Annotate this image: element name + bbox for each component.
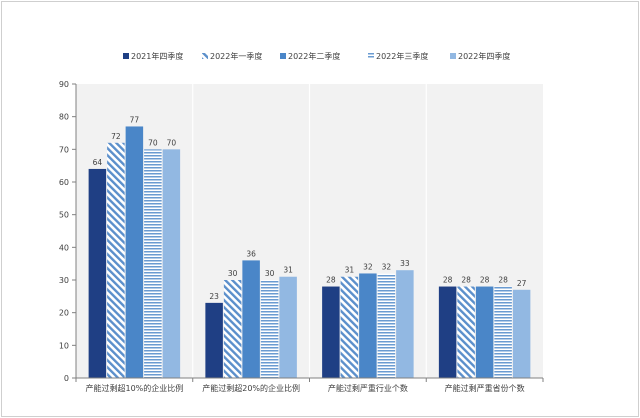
data-label: 28 <box>326 276 336 285</box>
category-separators <box>192 84 427 378</box>
bar <box>162 149 181 378</box>
y-tick-label: 40 <box>59 243 69 252</box>
bar <box>457 286 475 378</box>
data-label: 23 <box>209 292 219 301</box>
legend-swatch <box>202 53 208 59</box>
bar <box>144 149 162 378</box>
x-axis: 产能过剩超10%的企业比例 产能过剩超20%的企业比例 产能过剩严重行业个数 产能过剩… <box>75 377 544 393</box>
data-label: 32 <box>382 262 392 271</box>
bar <box>279 276 297 378</box>
legend-swatch <box>368 53 374 59</box>
bar <box>242 260 260 378</box>
legend-label: 2022年二季度 <box>288 51 340 61</box>
legend-label: 2022年一季度 <box>210 51 262 61</box>
y-tick-label: 60 <box>59 178 69 187</box>
bar <box>377 273 396 378</box>
bar <box>260 280 279 378</box>
data-label: 72 <box>111 132 121 141</box>
x-category-label: 产能过剩严重行业个数 <box>328 383 408 393</box>
bar-series <box>88 126 531 378</box>
bar <box>475 286 494 378</box>
bar <box>125 126 144 378</box>
x-category-label: 产能过剩超10%的企业比例 <box>85 383 183 393</box>
data-label: 28 <box>461 276 471 285</box>
data-label: 77 <box>130 115 140 124</box>
data-label: 36 <box>246 249 256 258</box>
data-label: 30 <box>265 269 275 278</box>
bar <box>438 286 457 378</box>
bar <box>223 280 242 378</box>
legend-label: 2021年四季度 <box>131 51 183 61</box>
bar <box>359 273 377 378</box>
legend-swatch <box>123 53 129 59</box>
y-tick-label: 20 <box>59 309 69 318</box>
data-label: 28 <box>480 276 490 285</box>
data-label: 70 <box>148 138 158 147</box>
data-label: 31 <box>345 266 355 275</box>
bar <box>494 286 512 378</box>
bar <box>88 168 107 378</box>
y-tick-label: 0 <box>64 374 69 383</box>
data-label: 30 <box>228 269 238 278</box>
bar <box>396 270 414 378</box>
data-labels: 64 72 77 70 70 23 30 36 30 31 28 31 32 32 33 28 28 28 28 27 <box>93 115 527 300</box>
bar <box>340 276 359 378</box>
x-category-label: 产能过剩严重省份个数 <box>445 383 525 393</box>
data-label: 33 <box>400 259 410 268</box>
y-tick-label: 30 <box>59 276 69 285</box>
data-label: 32 <box>363 262 373 271</box>
y-tick-label: 70 <box>59 145 69 154</box>
data-label: 28 <box>498 276 508 285</box>
data-label: 64 <box>93 158 103 167</box>
legend-label: 2022年四季度 <box>458 51 510 61</box>
data-label: 70 <box>167 138 177 147</box>
bar <box>512 289 531 378</box>
bar <box>322 286 340 378</box>
data-label: 28 <box>443 276 453 285</box>
bar <box>205 302 223 378</box>
chart-legend: 2021年四季度 2022年一季度 2022年二季度 2022年三季度 2022年四季度 <box>123 51 510 61</box>
bar <box>107 142 125 378</box>
y-tick-label: 80 <box>59 113 69 122</box>
y-tick-label: 90 <box>59 80 69 89</box>
legend-label: 2022年三季度 <box>376 51 428 61</box>
y-tick-label: 10 <box>59 341 69 350</box>
legend-swatch <box>280 53 286 59</box>
y-axis: 0 10 20 30 40 50 60 70 80 90 <box>59 80 77 383</box>
data-label: 31 <box>283 266 293 275</box>
y-tick-label: 50 <box>59 211 69 220</box>
legend-swatch <box>450 53 456 59</box>
data-label: 27 <box>517 279 527 288</box>
x-category-label: 产能过剩超20%的企业比例 <box>202 383 300 393</box>
